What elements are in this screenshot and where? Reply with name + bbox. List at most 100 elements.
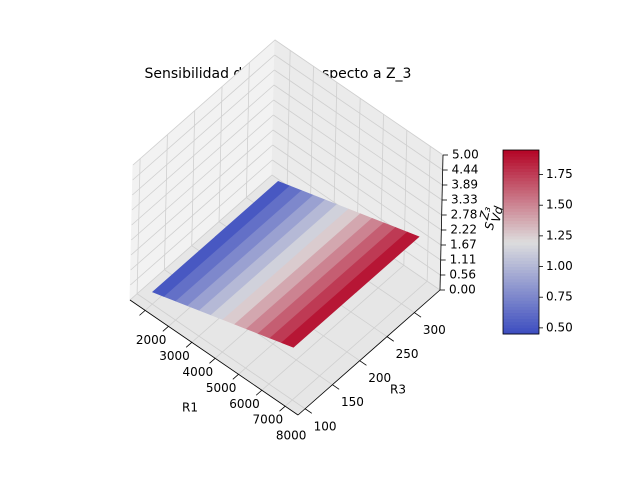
colorbar-segment xyxy=(503,186,539,191)
colorbar-segment xyxy=(503,251,539,255)
colorbar-segment xyxy=(503,189,539,194)
colorbar-segment xyxy=(503,156,539,160)
colorbar-segment xyxy=(503,214,539,218)
colorbar-segment xyxy=(503,288,539,292)
colorbar-segment xyxy=(503,226,539,231)
colorbar-segment xyxy=(503,205,539,209)
colorbar-tick-label: 0.50 xyxy=(546,320,573,334)
colorbar-segment xyxy=(503,315,539,320)
colorbar-segment xyxy=(503,260,539,264)
grid-line xyxy=(426,146,431,282)
x-axis-label: R1 xyxy=(182,401,198,415)
colorbar-segment xyxy=(503,150,539,154)
y-tick-label: 150 xyxy=(341,395,364,409)
colorbar-tick-label: 1.00 xyxy=(546,259,573,273)
colorbar-segment xyxy=(503,269,539,274)
z-tick-label: 3.33 xyxy=(451,193,478,207)
colorbar-segment xyxy=(503,324,539,329)
tick-mark xyxy=(185,342,193,348)
colorbar-segment xyxy=(503,162,539,166)
tick-mark xyxy=(139,310,146,316)
x-tick-label: 2000 xyxy=(136,333,167,347)
tick-mark xyxy=(332,384,340,390)
colorbar-segment xyxy=(503,291,539,295)
grid-line xyxy=(136,293,306,410)
z-tick-label: 0.00 xyxy=(449,283,476,297)
grid-line xyxy=(274,54,443,171)
tick-mark xyxy=(209,357,216,364)
colorbar-segment xyxy=(503,168,539,172)
tick-mark xyxy=(232,373,239,380)
z-tick-label: 3.89 xyxy=(451,177,478,191)
x-tick-label: 4000 xyxy=(183,365,214,379)
colorbar-segment xyxy=(503,266,539,271)
y-tick-label: 200 xyxy=(368,371,391,385)
z-label-symbol: S xyxy=(482,220,497,231)
colorbar-segment xyxy=(503,229,539,234)
colorbar-segment xyxy=(503,263,539,268)
colorbar-segment xyxy=(503,248,539,252)
colorbar-frame xyxy=(502,149,540,335)
x-tick-label: 8000 xyxy=(276,429,307,443)
z-tick-label: 1.67 xyxy=(450,237,477,251)
z-tick-label: 0.56 xyxy=(449,267,476,281)
colorbar-segment xyxy=(503,257,539,261)
axis-line xyxy=(439,154,444,291)
grid-line xyxy=(136,158,141,294)
colorbar-segment xyxy=(503,223,539,228)
x-tick-label: 5000 xyxy=(206,381,237,395)
colorbar-segment xyxy=(503,294,539,298)
grid-line xyxy=(245,62,250,198)
colorbar-segment xyxy=(503,177,539,182)
colorbar-segment xyxy=(503,196,539,200)
grid-line xyxy=(130,129,274,256)
x-tick-label: 7000 xyxy=(253,413,284,427)
grid-line xyxy=(273,84,443,201)
grid-line xyxy=(132,69,275,196)
colorbar-segment xyxy=(503,180,539,185)
colorbar-segment xyxy=(503,174,539,179)
grid-line xyxy=(261,264,405,391)
grid-line xyxy=(286,50,291,186)
tick-mark xyxy=(359,360,367,366)
tick-mark xyxy=(386,336,394,342)
y-tick-label: 250 xyxy=(396,347,419,361)
grid-line xyxy=(310,66,314,202)
colorbar-segment xyxy=(503,330,539,335)
colorbar-segment xyxy=(503,281,539,286)
grid-line xyxy=(129,174,273,301)
colorbar-segment xyxy=(503,153,539,157)
x-tick-label: 6000 xyxy=(229,397,260,411)
colorbar-segment xyxy=(503,171,539,176)
colorbar-segment xyxy=(503,242,539,246)
grid-line xyxy=(191,110,196,246)
grid-line xyxy=(131,84,275,211)
grid-line xyxy=(273,114,442,231)
colorbar-segment xyxy=(503,238,539,243)
grid-line xyxy=(132,54,275,181)
grid-line xyxy=(131,99,274,226)
axis-line xyxy=(297,289,441,416)
grid-line xyxy=(274,39,444,156)
tick-mark xyxy=(255,389,263,396)
y-tick-label: 300 xyxy=(423,323,446,337)
colorbar-segment xyxy=(503,300,539,304)
grid-line xyxy=(131,114,274,241)
colorbar-segment xyxy=(503,211,539,215)
colorbar-segment xyxy=(503,192,539,197)
grid-line xyxy=(273,99,442,216)
colorbar-segment xyxy=(503,306,539,310)
colorbar-segment xyxy=(503,183,539,188)
y-tick-label: 100 xyxy=(314,419,337,433)
colorbar-segment xyxy=(503,159,539,163)
colorbar-segment xyxy=(503,254,539,258)
grid-line xyxy=(164,134,168,270)
colorbar-tick-label: 1.50 xyxy=(546,198,573,212)
axis-line xyxy=(129,299,299,416)
colorbar-tick-label: 1.75 xyxy=(546,167,573,181)
grid-line xyxy=(333,82,338,218)
colorbar-segment xyxy=(503,297,539,301)
z-tick-label: 5.00 xyxy=(452,148,479,162)
